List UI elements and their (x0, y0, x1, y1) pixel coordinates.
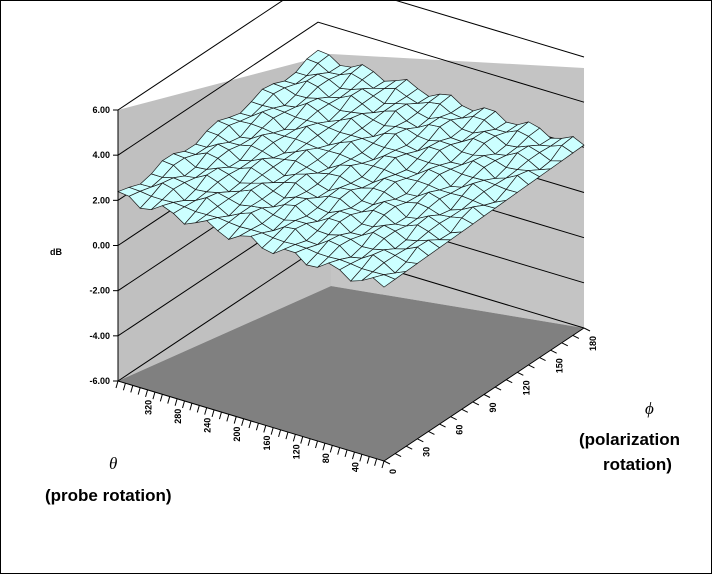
phi-tick-mark (505, 379, 513, 384)
theta-tick-mark (248, 420, 252, 429)
phi-tick-mark (550, 349, 557, 354)
phi-tick-label: 90 (488, 403, 498, 413)
z-gridline (117, 21, 585, 156)
theta-tick-mark (344, 449, 348, 458)
theta-tick-mark (145, 389, 149, 398)
phi-tick-mark (383, 460, 391, 465)
data-surface (117, 49, 585, 288)
theta-tick-mark (130, 385, 134, 393)
phi-tick-label: 120 (521, 380, 531, 395)
theta-tick-mark (115, 380, 119, 389)
theta-tick-label: 80 (321, 453, 331, 463)
phi-axis-ticks: 0 30 60 90 120 150 180 (383, 327, 598, 474)
phi-tick-label: 0 (388, 469, 398, 474)
theta-tick-mark (337, 447, 341, 455)
phi-tick-mark (428, 430, 435, 435)
phi-tick-mark (528, 364, 535, 369)
phi-symbol: ϕ (645, 399, 654, 418)
theta-tick-mark (255, 423, 259, 431)
phi-tick-label: 180 (588, 336, 598, 351)
phi-tick-mark (583, 327, 591, 332)
theta-tick-mark (307, 438, 311, 446)
theta-tick-mark (374, 458, 378, 466)
theta-tick-label: 120 (291, 444, 301, 459)
phi-tick-mark (472, 401, 480, 406)
phi-tick-mark (561, 342, 569, 347)
theta-tick-mark (241, 418, 245, 426)
theta-tick-mark (315, 440, 318, 449)
phi-axis-title-line1: (polarization (579, 430, 680, 449)
phi-tick-mark (461, 408, 469, 413)
theta-tick-mark (174, 398, 178, 406)
phi-tick-mark (417, 438, 424, 443)
theta-tick-mark (211, 409, 215, 418)
theta-tick-mark (152, 391, 156, 400)
theta-tick-mark (196, 405, 200, 413)
theta-tick-mark (366, 456, 370, 464)
phi-tick-mark (405, 445, 413, 450)
phi-tick-label: 30 (421, 447, 431, 457)
theta-tick-label: 240 (203, 418, 213, 433)
theta-tick-mark (351, 451, 355, 460)
z-tick-label: 4.00 (92, 150, 110, 160)
theta-tick-mark (329, 445, 333, 453)
theta-tick-label: 160 (262, 435, 272, 450)
theta-axis-ticks: 320 280 240 200 160 120 80 40 (115, 380, 385, 472)
z-tick-label: 2.00 (92, 195, 110, 205)
theta-tick-label: 320 (144, 400, 154, 415)
phi-tick-mark (539, 357, 546, 362)
z-axis-label: dB (50, 247, 62, 257)
theta-tick-mark (292, 434, 296, 442)
theta-tick-mark (218, 411, 222, 420)
theta-tick-mark (263, 425, 267, 433)
theta-tick-mark (226, 414, 230, 422)
theta-tick-mark (189, 403, 193, 411)
phi-tick-mark (517, 371, 524, 376)
floor (118, 286, 584, 461)
theta-tick-label: 200 (232, 427, 242, 442)
z-tick-label: -2.00 (89, 286, 110, 296)
theta-tick-mark (270, 427, 274, 435)
theta-tick-mark (204, 407, 208, 415)
theta-tick-mark (300, 436, 304, 444)
phi-tick-mark (572, 334, 580, 339)
theta-axis-title: (probe rotation) (45, 486, 172, 505)
phi-tick-label: 60 (455, 425, 465, 435)
theta-tick-mark (137, 387, 141, 395)
z-gridline (117, 1, 585, 111)
phi-tick-mark (450, 416, 457, 421)
theta-tick-mark (182, 400, 185, 409)
z-tick-label: -6.00 (89, 376, 110, 386)
theta-tick-label: 280 (173, 409, 183, 424)
z-axis-ticks: 6.00 4.00 2.00 0.00 -2.00 -4.00 -6.00 (89, 105, 118, 386)
theta-tick-mark (278, 429, 282, 438)
theta-tick-mark (233, 416, 237, 424)
theta-tick-mark (167, 396, 171, 404)
theta-tick-label: 40 (350, 462, 360, 472)
theta-tick-mark (359, 454, 363, 462)
theta-tick-mark (159, 394, 163, 402)
phi-tick-mark (483, 394, 491, 398)
z-tick-label: 0.00 (92, 241, 110, 251)
phi-tick-mark (394, 453, 402, 458)
theta-symbol: θ (109, 454, 117, 473)
theta-tick-mark (122, 383, 126, 391)
surface-cell (561, 136, 585, 154)
z-tick-label: 6.00 (92, 105, 110, 115)
theta-tick-mark (285, 431, 289, 440)
theta-tick-mark (381, 460, 385, 469)
theta-tick-mark (322, 443, 326, 451)
phi-tick-label: 150 (555, 358, 565, 373)
phi-tick-mark (439, 423, 446, 428)
phi-axis-title-line2: rotation) (603, 455, 672, 474)
z-tick-label: -4.00 (89, 331, 110, 341)
phi-tick-mark (494, 386, 502, 391)
